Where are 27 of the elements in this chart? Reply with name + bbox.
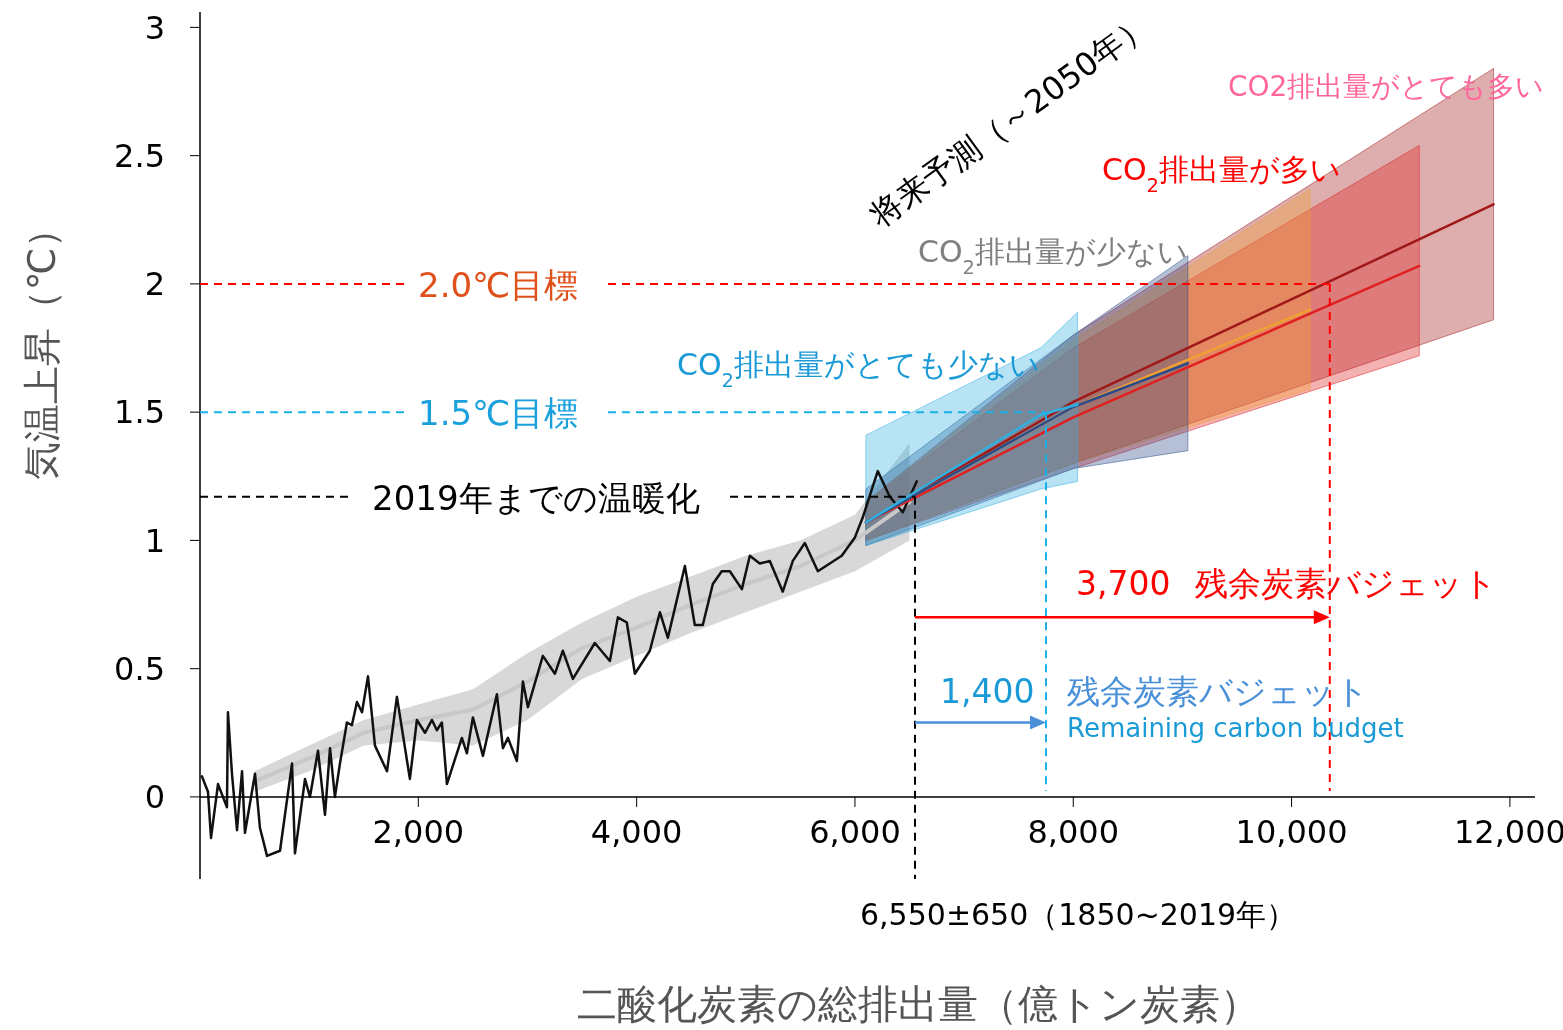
ref-line-label: 1.5℃目標	[418, 393, 579, 434]
annotation: Remaining carbon budget	[1067, 713, 1404, 743]
x-tick-label: 6,000	[809, 812, 901, 851]
ref-line-label: 6,550±650（1850~2019年）	[860, 897, 1297, 932]
y-tick-label: 1	[144, 521, 165, 560]
annotation: 残余炭素バジェット	[1067, 672, 1369, 711]
x-axis-title: 二酸化炭素の総排出量（億トン炭素）	[576, 981, 1260, 1027]
x-tick-label: 2,000	[372, 812, 465, 851]
y-tick-label: 0.5	[114, 649, 165, 688]
y-tick-label: 3	[144, 8, 165, 47]
y-tick-label: 2.5	[114, 136, 165, 175]
ref-line-label: 2019年までの温暖化	[372, 477, 700, 518]
x-tick-label: 12,000	[1453, 812, 1563, 851]
annotation: CO$_{2}$排出量が少ない	[918, 234, 1188, 279]
y-axis-title: 気温上昇（℃）	[20, 209, 64, 481]
annotation: CO$_{2}$排出量がとても少ない	[677, 347, 1040, 392]
y-tick-label: 0	[144, 778, 165, 817]
annotation: 残余炭素バジェット	[1195, 564, 1497, 603]
x-tick-label: 10,000	[1235, 812, 1348, 851]
ref-line-label: 2.0℃目標	[418, 264, 579, 305]
annotation: 1,400	[940, 672, 1035, 711]
y-tick-label: 2	[144, 265, 165, 304]
y-tick-label: 1.5	[114, 393, 165, 432]
x-tick-label: 4,000	[590, 812, 683, 851]
annotation: CO$_{2}$排出量が多い	[1102, 152, 1341, 197]
annotation: 3,700	[1076, 564, 1171, 603]
x-tick-label: 8,000	[1027, 812, 1120, 851]
